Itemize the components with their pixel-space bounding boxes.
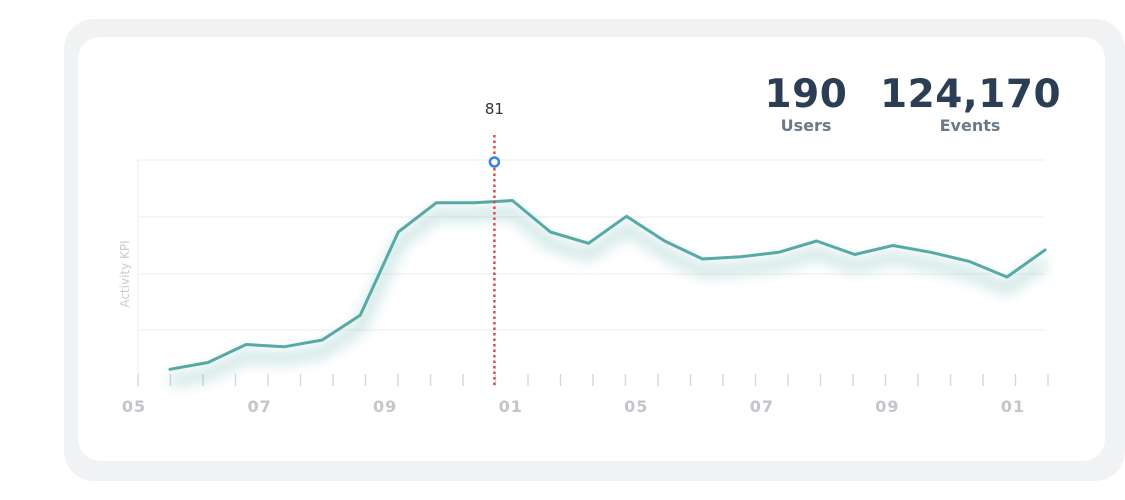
highlight-value-label: 81: [485, 100, 504, 118]
users-label: Users: [780, 116, 832, 135]
x-tick-label: 05: [624, 397, 648, 416]
x-tick-label: 09: [875, 397, 899, 416]
line-glow: [169, 207, 1048, 387]
users-count: 190: [764, 72, 848, 117]
x-tick-label: 01: [499, 397, 523, 416]
highlight-point: [488, 156, 501, 168]
x-tick-label: 01: [1001, 397, 1025, 416]
events-stat: 124,170 Events: [880, 72, 1062, 135]
users-stat: 190 Users: [750, 75, 862, 135]
x-tick-label: 05: [122, 397, 146, 416]
x-tick-label: 09: [373, 397, 397, 416]
x-tick-label: 07: [247, 397, 271, 416]
events-count: 124,170: [880, 72, 1062, 117]
series-line: [168, 199, 1047, 371]
x-tick-label: 07: [750, 397, 774, 416]
y-axis-label: Activity KPI: [118, 240, 132, 307]
events-label: Events: [939, 116, 1001, 135]
